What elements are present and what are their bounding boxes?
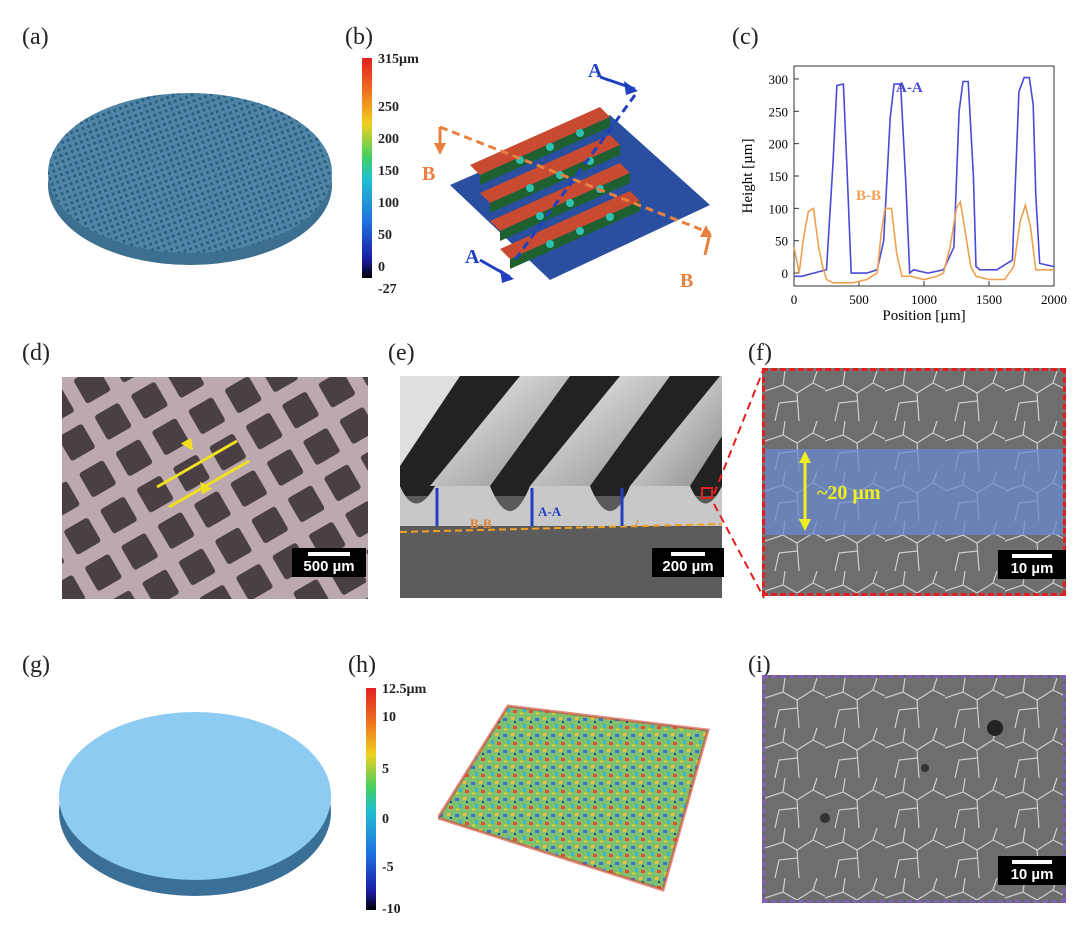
colorbar-b-tick: -27 — [378, 282, 397, 297]
x-tick-label: 1500 — [976, 292, 1002, 307]
scalebar-f: 10 µm — [998, 550, 1066, 579]
scalebar-f-label: 10 µm — [1010, 560, 1054, 577]
annotation-aa: A-A — [896, 80, 923, 96]
section-label-b: B — [422, 163, 435, 185]
y-tick-label: 200 — [769, 137, 789, 152]
sem-label-aa: A-A — [538, 504, 562, 519]
roughness-map-image — [438, 704, 710, 892]
panel-label-i: (i) — [748, 652, 771, 678]
scalebar-d-label: 500 µm — [303, 558, 355, 575]
panel-label-g: (g) — [22, 652, 50, 678]
colorbar-b-tick: 200 — [378, 132, 399, 147]
scalebar-e-label: 200 µm — [662, 558, 714, 575]
colorbar-b — [362, 58, 372, 278]
colorbar-b-tick: 50 — [378, 228, 392, 243]
colorbar-b-tick: 150 — [378, 164, 399, 179]
panel-label-c: (c) — [732, 24, 759, 50]
x-tick-label: 0 — [791, 292, 798, 307]
sem-label-slash: / — [634, 516, 639, 531]
y-tick-label: 0 — [782, 266, 789, 281]
textured-disk-image — [48, 93, 332, 265]
panel-label-d: (d) — [22, 340, 50, 366]
panel-label-a: (a) — [22, 24, 49, 50]
section-label-a: A — [465, 246, 480, 268]
layer-thickness-label: ~20 µm — [817, 482, 881, 504]
y-tick-label: 300 — [769, 72, 789, 87]
scalebar-d: 500 µm — [292, 548, 366, 577]
y-tick-label: 150 — [769, 169, 789, 184]
colorbar-h-tick: 10 — [382, 710, 396, 725]
x-tick-label: 500 — [849, 292, 869, 307]
x-axis-label: Position [µm] — [882, 308, 965, 324]
y-tick-label: 100 — [769, 201, 789, 216]
colorbar-h-tick: 5 — [382, 762, 389, 777]
colorbar-h-tick: 0 — [382, 812, 389, 827]
height-profile-chart: 0 50 100 150 200 250 300 0 500 1000 1500 2000 Heig… — [740, 65, 1067, 324]
scalebar-e: 200 µm — [652, 548, 724, 577]
y-axis-label: Height [µm] — [740, 139, 756, 214]
colorbar-h-tick: -10 — [382, 902, 401, 917]
series-line-b-b — [793, 199, 1054, 284]
ridge-3d-image: A A B B — [422, 60, 712, 292]
section-label-a: A — [588, 60, 603, 82]
sem-grain-image-i — [762, 675, 1066, 903]
colorbar-h-tick: -5 — [382, 860, 394, 875]
colorbar-h-tick: 12.5µm — [382, 682, 427, 697]
section-label-b: B — [680, 270, 693, 292]
y-tick-label: 50 — [775, 234, 788, 249]
x-tick-label: 2000 — [1041, 292, 1067, 307]
annotation-bb: B-B — [856, 188, 881, 204]
colorbar-h — [366, 688, 376, 910]
colorbar-b-tick: 0 — [378, 260, 385, 275]
colorbar-b-tick: 315µm — [378, 52, 419, 67]
series-line-a-a — [794, 76, 1055, 278]
scalebar-i: 10 µm — [998, 856, 1066, 885]
sem-label-bb: B-B — [470, 516, 492, 531]
panel-label-e: (e) — [388, 340, 415, 366]
x-tick-label: 1000 — [911, 292, 937, 307]
panel-label-h: (h) — [348, 652, 376, 678]
flat-disk-image — [59, 712, 331, 896]
panel-label-f: (f) — [748, 340, 772, 366]
panel-label-b: (b) — [345, 24, 373, 50]
colorbar-b-tick: 250 — [378, 100, 399, 115]
sem-cross-section: B-B A-A / — [400, 376, 722, 598]
y-tick-label: 250 — [769, 104, 789, 119]
colorbar-b-tick: 100 — [378, 196, 399, 211]
scalebar-i-label: 10 µm — [1010, 866, 1054, 883]
zoom-guide-lines — [713, 367, 765, 599]
